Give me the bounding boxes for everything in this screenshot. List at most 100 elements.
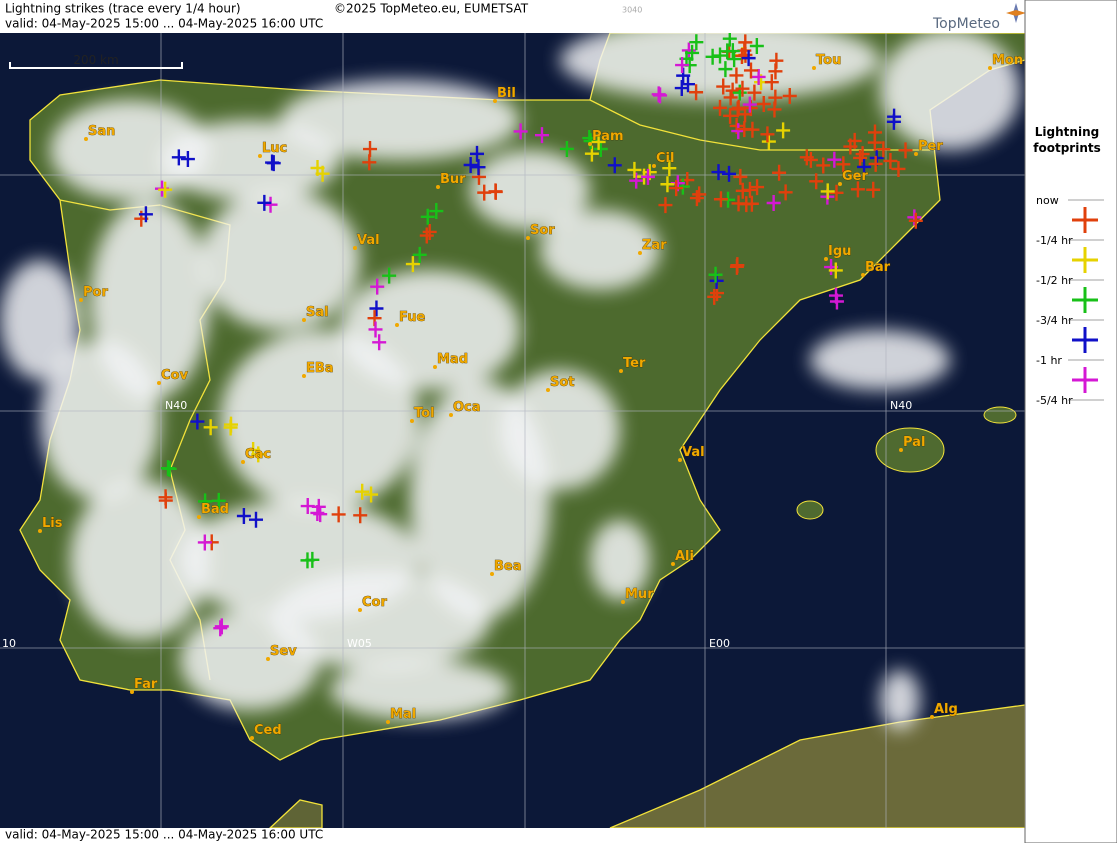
lightning-strike [827, 151, 842, 168]
city-dot [526, 236, 530, 240]
lightning-strike [767, 101, 782, 118]
city-dot [395, 323, 399, 327]
city-label: Fue [399, 310, 425, 325]
lightning-strike [251, 446, 266, 463]
island [875, 427, 945, 473]
lightning-strike [471, 159, 486, 176]
city-dot [157, 381, 161, 385]
lightning-strike [419, 227, 434, 244]
lightning-strike [843, 138, 858, 155]
lightning-strike [689, 34, 704, 51]
lightning-strike [718, 61, 733, 78]
legend-cross [1072, 207, 1098, 233]
cloud [0, 260, 80, 380]
lightning-strike [653, 87, 668, 104]
city-dot [358, 608, 362, 612]
city-label: Sor [530, 223, 555, 238]
city-dot [988, 66, 992, 70]
lightning-strike [744, 195, 759, 212]
cloud [540, 210, 660, 290]
legend-panel [1024, 0, 1117, 843]
city-dot [84, 137, 88, 141]
city-label: Luc [262, 141, 287, 156]
city-dot [493, 99, 497, 103]
lightning-strike [488, 183, 503, 200]
lightning-strike [372, 334, 387, 351]
lightning-strike [732, 84, 747, 101]
valid-time: valid: 04-May-2025 15:00 ... 04-May-2025… [5, 17, 323, 31]
lightning-strike [735, 182, 750, 199]
cloud [340, 270, 520, 390]
legend-cross [1072, 367, 1098, 393]
cloud [200, 190, 360, 330]
lightning-strike [364, 486, 379, 503]
lightning-strike [727, 51, 742, 68]
lightning-strike [660, 176, 675, 193]
city-dot [678, 458, 682, 462]
graticule [0, 33, 1025, 828]
city-label: Mad [437, 352, 468, 367]
lightning-strike [171, 149, 186, 166]
lightning-strike [138, 206, 153, 223]
lightning-strike [750, 179, 765, 196]
lightning-strike [764, 74, 779, 91]
lightning-strike [722, 165, 737, 182]
lightning-strike [778, 184, 793, 201]
lightning-strike [422, 223, 437, 240]
city-label: Ter [623, 356, 646, 371]
city-label: Lis [42, 516, 63, 531]
city-dot [490, 572, 494, 576]
lightning-strike [731, 195, 746, 212]
lightning-strike [640, 168, 655, 185]
header [0, 0, 1025, 33]
lightning-strike [162, 460, 177, 477]
cities: San Luc Bil Pam Tou Mon Per Cil Ger Bur Sor Zar Val I… [38, 53, 1023, 740]
city-dot [79, 298, 83, 302]
city-label: Ger [842, 169, 868, 184]
legend-label: -5/4 hr [1036, 394, 1073, 407]
lightning-strike [658, 197, 673, 214]
lightning-strike [747, 84, 762, 101]
city-label: Igu [828, 244, 851, 259]
lightning-strike [362, 154, 377, 171]
lightning-strike [756, 96, 771, 113]
lightning-strike [829, 184, 844, 201]
city-label: Bil [497, 86, 516, 101]
island [983, 406, 1017, 424]
city-dot [302, 318, 306, 322]
lightning-strike [850, 181, 865, 198]
city-label: Tol [414, 406, 435, 421]
footer [0, 828, 1025, 843]
lightning-strike [731, 123, 746, 140]
lightning-strike [723, 89, 738, 106]
cloud [330, 660, 510, 720]
lightning-strike [720, 43, 735, 60]
lightning-strike [353, 507, 368, 524]
city-dot [671, 562, 675, 566]
lightning-strike [257, 194, 272, 211]
lightning-strike [716, 78, 731, 95]
lightning-strike [799, 149, 814, 166]
city-dot [258, 154, 262, 158]
legend-label: -1 hr [1036, 354, 1062, 367]
copyright: ©2025 TopMeteo.eu, EUMETSAT [334, 2, 529, 16]
lightning-strike [429, 203, 444, 220]
lightning-strike [876, 141, 891, 158]
lightning-strike [868, 155, 883, 172]
lightning-strike [405, 256, 420, 273]
lightning-strike [907, 209, 922, 226]
lightning-strike [591, 133, 606, 150]
grid-label: E00 [709, 637, 730, 650]
lightning-strike [197, 534, 212, 551]
lightning-strike [820, 183, 835, 200]
lightning-strike [463, 156, 478, 173]
lightning-strike [513, 123, 528, 140]
lightning-strike [738, 46, 753, 63]
legend: now -1/4 hr -1/2 hr -3/4 hr -1 hr -5/4 hr [1036, 194, 1104, 407]
lightning-strike [866, 181, 881, 198]
lightning-strike [707, 288, 722, 305]
city-dot [619, 369, 623, 373]
grid-label: 10 [2, 637, 16, 650]
lightning-strike [311, 498, 326, 515]
lightning-strike [741, 50, 756, 67]
